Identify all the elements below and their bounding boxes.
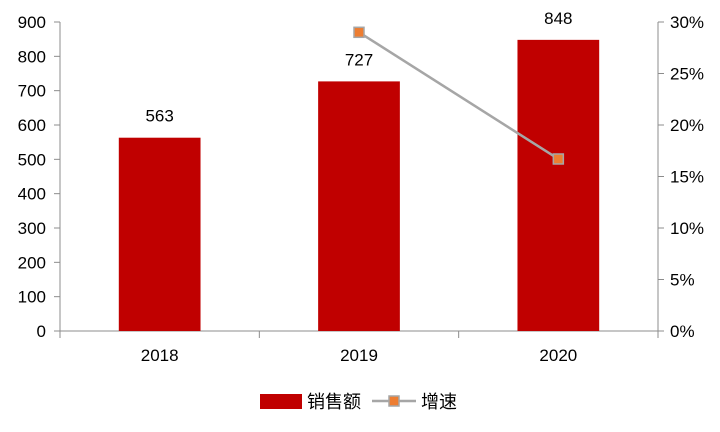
y-left-tick-label: 900	[18, 13, 46, 32]
y-left-tick-label: 0	[37, 322, 46, 341]
y-right-tick-label: 5%	[670, 271, 695, 290]
growth-line-path	[358, 31, 560, 161]
bar-data-label: 727	[345, 50, 373, 69]
bar-data-label: 563	[145, 107, 173, 126]
legend-label-sales: 销售额	[307, 392, 361, 412]
legend-marker-growth	[388, 395, 400, 407]
y-left-tick-label: 300	[18, 219, 46, 238]
bar	[118, 137, 201, 331]
y-right-tick-label: 25%	[670, 65, 704, 84]
legend: 销售额 增速	[260, 392, 457, 412]
growth-line	[353, 26, 565, 165]
y-left-tick-label: 200	[18, 253, 46, 272]
bars	[118, 39, 600, 331]
x-tick-label: 2020	[539, 346, 577, 365]
y-right-tick-label: 10%	[670, 219, 704, 238]
legend-swatch-sales	[260, 394, 302, 409]
x-tick-label: 2018	[141, 346, 179, 365]
y-left-tick-label: 700	[18, 82, 46, 101]
y-right-tick-label: 30%	[670, 13, 704, 32]
y-right-tick-label: 20%	[670, 116, 704, 135]
y-left-tick-label: 600	[18, 116, 46, 135]
y-left-tick-label: 500	[18, 150, 46, 169]
legend-label-growth: 增速	[421, 392, 457, 412]
y-right-tick-label: 0%	[670, 322, 695, 341]
y-left-tick-label: 400	[18, 185, 46, 204]
growth-marker	[353, 26, 365, 39]
bar	[318, 81, 400, 331]
bar	[517, 39, 600, 331]
data-labels: 563 727 848	[145, 9, 572, 126]
bar-data-label: 848	[544, 9, 572, 28]
y-left-tick-label: 800	[18, 47, 46, 66]
y-right-tick-label: 15%	[670, 168, 704, 187]
x-tick-label: 2019	[340, 346, 378, 365]
growth-marker	[552, 153, 565, 165]
y-left-tick-label: 100	[18, 288, 46, 307]
